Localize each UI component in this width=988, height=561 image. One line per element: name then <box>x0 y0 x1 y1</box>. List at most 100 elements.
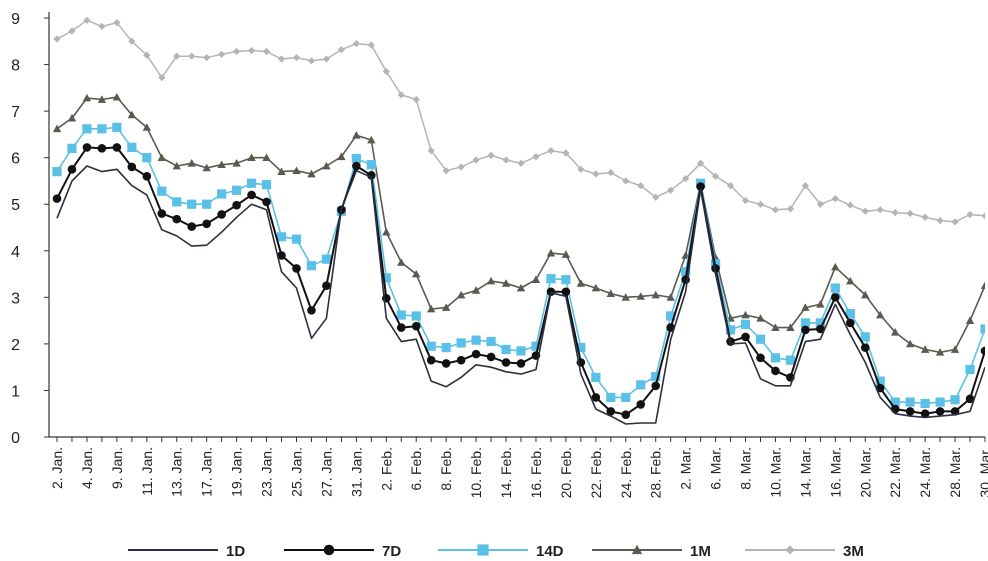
data-point-1m <box>322 161 331 170</box>
data-point-14d <box>905 397 915 407</box>
data-point-3m <box>801 182 809 190</box>
data-point-14d <box>291 234 302 244</box>
data-point-14d <box>591 372 601 383</box>
data-point-1m <box>97 95 107 103</box>
y-tick-label: 0 <box>11 430 20 447</box>
data-point-7d <box>441 359 451 368</box>
data-point-3m <box>756 200 765 208</box>
data-point-7d <box>816 324 825 334</box>
data-point-7d <box>277 251 286 260</box>
data-point-1m <box>831 262 840 271</box>
data-point-3m <box>322 55 331 63</box>
data-point-14d <box>725 325 736 335</box>
data-point-14d <box>666 311 676 321</box>
data-point-1m <box>636 292 645 300</box>
data-point-7d <box>606 407 616 416</box>
x-tick-label: 13. Jan. <box>169 447 185 497</box>
series-1m <box>52 92 985 356</box>
data-point-7d <box>561 287 571 297</box>
y-tick-label: 6 <box>11 151 20 168</box>
x-tick-label: 11. Jan. <box>139 447 155 496</box>
data-point-3m <box>622 177 630 185</box>
legend: 1D 7D 14D 1M 3M <box>128 543 864 560</box>
data-point-14d <box>785 355 796 365</box>
data-point-3m <box>442 167 450 175</box>
data-point-3m <box>682 175 690 183</box>
x-tick-label: 16. Feb. <box>528 447 544 498</box>
data-point-14d <box>232 185 242 195</box>
data-point-1m <box>471 286 481 294</box>
data-point-3m <box>936 216 944 225</box>
data-point-14d <box>830 283 840 293</box>
data-point-7d <box>172 214 182 224</box>
x-tick-label: 9. Jan. <box>109 447 125 489</box>
x-tick-label: 27. Jan. <box>318 447 334 497</box>
data-point-7d <box>97 144 107 153</box>
legend-item-7d: 7D <box>284 543 401 560</box>
data-point-3m <box>921 213 929 221</box>
data-point-1m <box>127 110 137 119</box>
x-tick-label: 23. Jan. <box>259 447 275 497</box>
x-tick-label: 2. Jan. <box>49 447 65 489</box>
data-point-7d <box>142 171 152 181</box>
data-point-7d <box>307 306 316 315</box>
data-point-14d <box>321 254 332 264</box>
data-point-3m <box>412 95 420 104</box>
data-point-1m <box>456 290 466 299</box>
data-point-1m <box>890 328 900 336</box>
data-point-7d <box>741 332 750 342</box>
data-point-7d <box>426 355 436 365</box>
data-point-1m <box>486 276 496 285</box>
legend-item-1d: 1D <box>128 543 245 560</box>
data-point-1m <box>202 163 211 172</box>
data-point-1m <box>172 161 181 170</box>
data-point-3m <box>966 210 974 219</box>
data-point-1m <box>786 323 795 331</box>
data-point-3m <box>128 37 136 45</box>
data-point-7d <box>396 323 406 332</box>
data-point-7d <box>965 394 975 404</box>
data-point-14d <box>217 189 227 199</box>
legend-item-1m: 1M <box>592 543 711 560</box>
data-point-3m <box>607 168 615 177</box>
data-point-7d <box>471 349 481 359</box>
data-point-14d <box>366 160 376 170</box>
data-point-14d <box>172 197 182 207</box>
legend-marker-14d <box>477 544 489 556</box>
data-point-7d <box>771 366 780 376</box>
data-point-14d <box>621 392 631 403</box>
data-point-14d <box>112 122 122 133</box>
data-point-14d <box>920 398 930 409</box>
x-tick-label: 28. Feb. <box>648 447 664 498</box>
data-point-7d <box>112 143 122 152</box>
data-point-3m <box>951 218 959 226</box>
data-point-1m <box>307 169 316 178</box>
data-point-1m <box>112 92 122 101</box>
data-point-7d <box>67 165 77 174</box>
data-point-3m <box>367 41 375 49</box>
data-point-3m <box>173 52 181 60</box>
data-point-14d <box>202 199 212 209</box>
x-tick-label: 8. Feb. <box>438 447 454 491</box>
data-point-14d <box>681 267 691 277</box>
data-point-1m <box>232 159 241 167</box>
data-point-1m <box>741 310 750 319</box>
data-point-1m <box>561 250 571 258</box>
data-point-3m <box>667 186 675 194</box>
data-point-3m <box>307 57 316 65</box>
data-point-14d <box>531 341 541 351</box>
legend-marker-7d <box>323 544 335 556</box>
x-tick-label: 16. Mar. <box>827 447 843 498</box>
data-point-7d <box>831 293 840 302</box>
data-point-1m <box>546 248 556 257</box>
data-point-14d <box>875 376 885 386</box>
data-point-7d <box>187 222 197 231</box>
data-point-3m <box>652 193 660 201</box>
data-point-7d <box>247 190 256 200</box>
y-tick-label: 8 <box>11 58 20 75</box>
y-tick-label: 4 <box>11 244 20 261</box>
data-point-3m <box>352 40 360 48</box>
data-point-3m <box>771 206 780 214</box>
data-point-7d <box>292 264 301 273</box>
data-point-3m <box>532 153 540 161</box>
